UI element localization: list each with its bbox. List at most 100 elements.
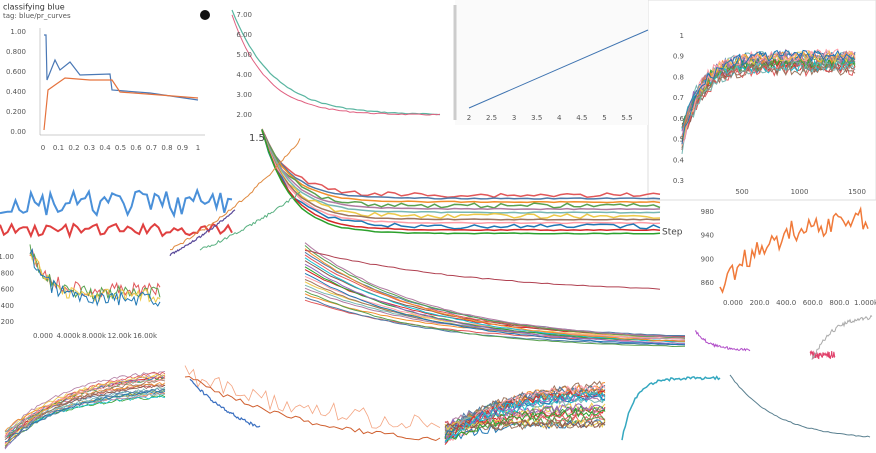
curve [304,272,686,346]
y-tick-label: 1.00 [10,28,26,36]
curve [4,371,166,433]
y-tick-label: 0.7 [673,94,684,102]
curve [681,59,856,129]
curve [304,263,685,345]
curve [304,248,686,342]
curve [304,245,686,339]
x-tick-label: 0.2 [68,144,79,152]
x-tick-label: 0.000 [723,299,743,307]
curve [304,260,686,338]
x-tick-label: 5 [602,114,606,122]
x-tick-label: 0.1 [53,144,64,152]
panel-frame [647,0,876,201]
curve [729,374,871,438]
curve [29,247,161,307]
curve [261,129,661,214]
y-tick-label: 0.00 [10,128,26,136]
curve [261,129,661,211]
curve [444,391,606,442]
x-tick-label: 0.4 [99,144,111,152]
curve [184,375,441,442]
curve [261,130,661,204]
x-tick-label: 2.5 [486,114,497,122]
y-tick-label: 0.6 [673,115,685,123]
axis-label: Step [662,228,683,238]
x-tick-label: 12.00k [107,332,132,340]
y-tick-label: 0.8 [673,73,684,81]
panel-title: classifying blue [3,3,65,12]
y-tick-label: 0.4 [673,156,685,164]
curve [719,205,869,295]
curve [4,384,166,440]
curve [44,34,199,101]
curve [444,419,606,441]
curve [811,314,873,360]
y-tick-label: 0.400 [6,88,26,96]
x-tick-label: 2 [467,114,471,122]
y-tick-label: 400 [1,302,14,310]
curve [261,129,661,230]
x-tick-label: 16.00k [133,332,158,340]
x-tick-label: 0.000 [33,332,53,340]
y-tick-label: 4.00 [236,71,252,79]
curve [681,61,856,128]
x-tick-label: 800.0 [829,299,849,307]
x-tick-label: 1 [196,144,200,152]
x-tick-label: 1500 [848,188,866,196]
curve [4,390,166,443]
y-tick-label: 6.00 [236,31,252,39]
x-tick-label: 1000 [791,188,809,196]
x-tick-label: 0 [41,144,45,152]
curve [231,9,441,116]
curve [261,129,661,225]
y-tick-label: 7.00 [236,11,252,19]
y-tick-label: 860 [701,279,714,287]
curve [261,128,661,219]
curve [4,377,166,437]
curve [261,129,661,235]
curve [0,187,233,219]
curve [261,128,661,199]
x-tick-label: 500 [735,188,748,196]
x-tick-label: 0.3 [84,144,95,152]
curve [444,405,606,430]
y-tick-label: 0.600 [6,68,26,76]
curve [170,138,301,251]
curve [304,242,686,338]
y-tick-label: 200 [1,318,14,326]
curve [694,330,751,352]
x-tick-label: 400.0 [776,299,796,307]
curve [169,209,236,257]
curve [43,77,199,131]
x-tick-label: 600.0 [803,299,823,307]
curve [304,290,686,348]
curve [304,250,661,290]
x-tick-label: 4.000k [56,332,81,340]
curve [681,60,856,154]
x-tick-label: 1.000k [854,299,876,307]
curve [4,373,166,446]
info-icon [200,10,210,20]
curve [468,29,649,109]
curve [444,392,606,443]
y-tick-label: 3.00 [236,91,252,99]
curve [261,130,661,209]
curve [29,244,161,300]
axis-label: 1.5 [249,133,265,144]
panel-subtitle: tag: blue/pr_curves [3,12,71,20]
y-tick-label: 0.800 [6,48,26,56]
y-tick-label: 2.00 [236,111,252,119]
y-tick-label: 900 [701,255,714,263]
curve [809,349,836,360]
x-tick-label: 0.5 [115,144,126,152]
curve [4,392,166,438]
y-tick-label: 600 [1,286,14,294]
x-tick-label: 3 [512,114,516,122]
x-tick-label: 0.9 [177,144,188,152]
x-tick-label: 0.6 [130,144,142,152]
y-tick-label: 0.200 [6,108,26,116]
y-tick-label: 800 [1,269,14,277]
x-tick-label: 4.5 [576,114,587,122]
y-tick-label: 940 [701,232,714,240]
x-tick-label: 3.5 [531,114,542,122]
